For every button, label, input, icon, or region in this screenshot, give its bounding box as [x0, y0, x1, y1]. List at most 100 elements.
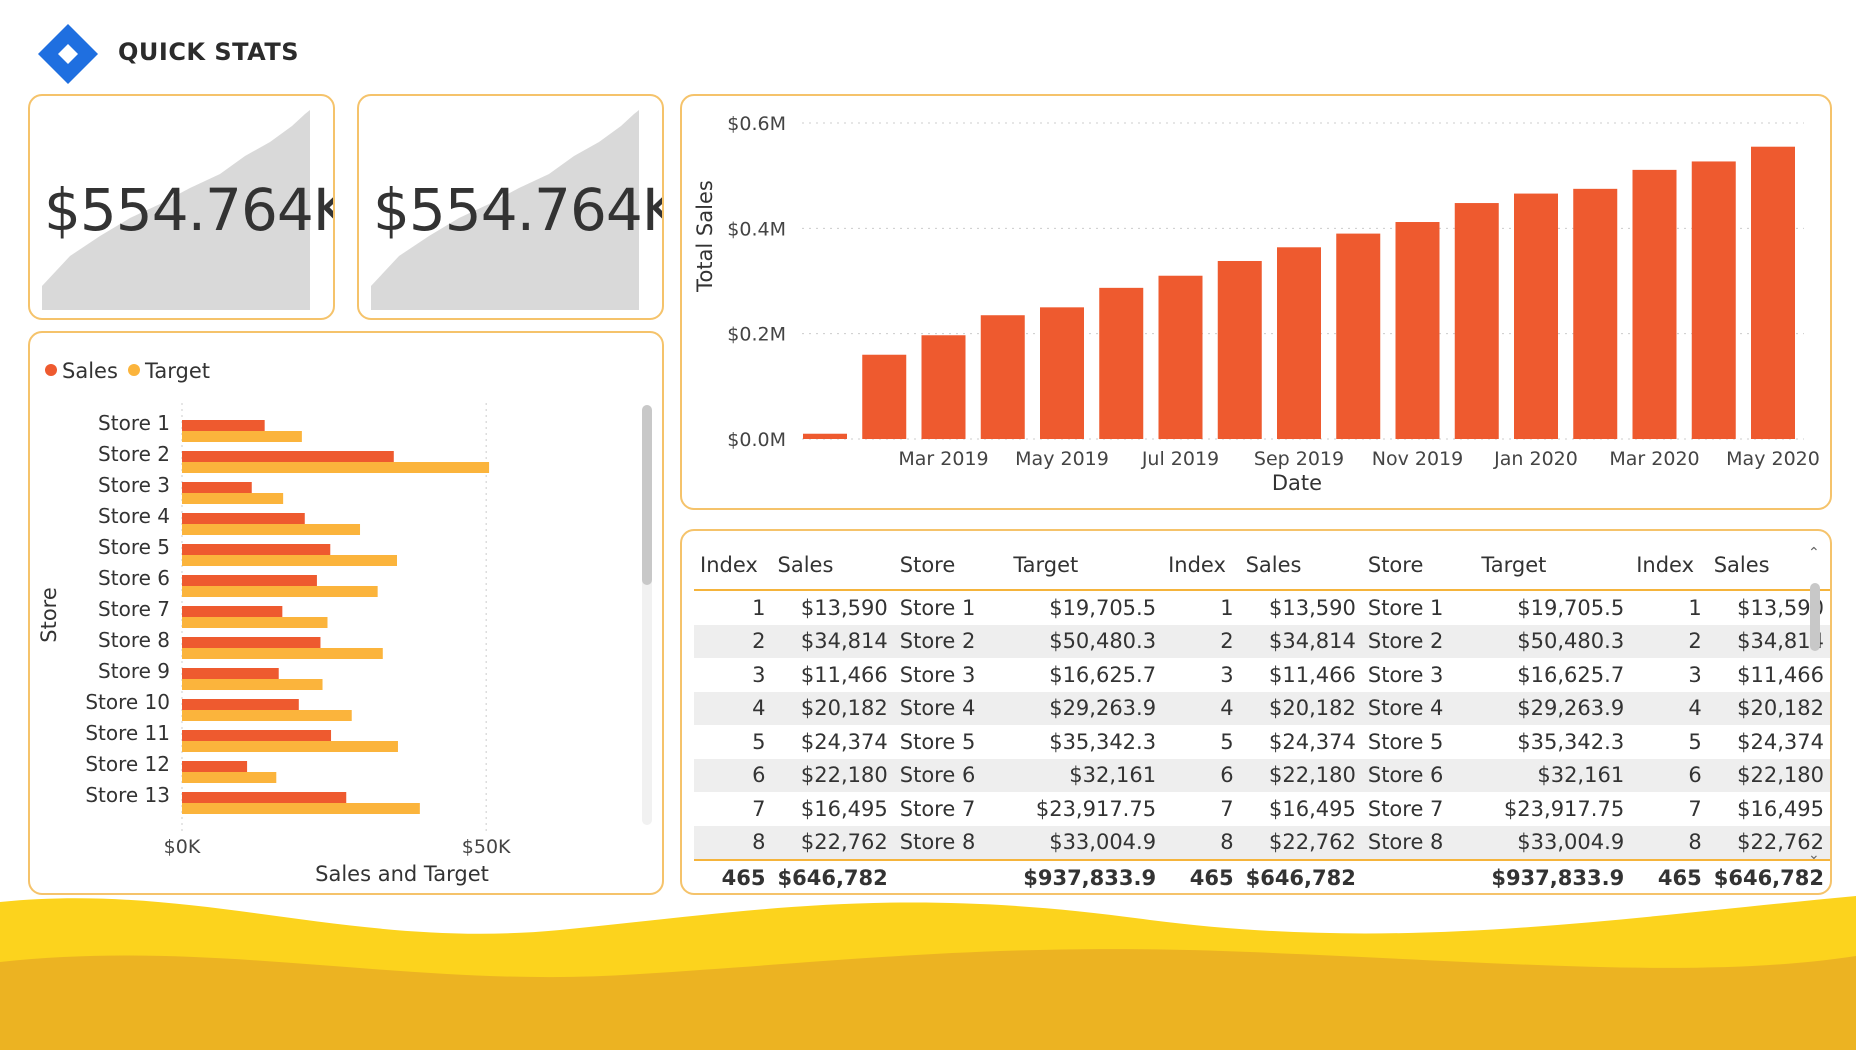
column-bar [1277, 247, 1321, 439]
table-cell: $29,263.9 [1007, 691, 1163, 725]
column-header[interactable]: Store [893, 541, 1008, 591]
table-cell: Store 6 [1361, 758, 1476, 792]
column-bar [1395, 222, 1440, 439]
table-cell: Store 5 [899, 729, 976, 754]
table-cell: $22,180 [1707, 758, 1830, 792]
y-tick-label: Store 11 [85, 721, 170, 745]
table-row[interactable]: 2 $34,814 Store 2 $50,480.3 2 $34,814 Store 2 $… [694, 624, 1830, 658]
table-cell: $13,590 [1737, 595, 1824, 620]
table-cell: $24,374 [800, 729, 888, 754]
table-cell: Store 7 [899, 796, 976, 821]
table-header-row: Index Sales Store Target Index Sales Store Targ… [694, 541, 1830, 591]
bar-target [182, 431, 302, 442]
bar-sales [182, 730, 332, 741]
column-header[interactable]: Target [1475, 541, 1631, 591]
y-tick-label: Store 12 [85, 752, 170, 776]
table-scrollbar-thumb[interactable] [1810, 583, 1820, 651]
y-tick-label: Store 2 [98, 442, 170, 466]
x-tick-label: May 2019 [1015, 448, 1109, 470]
y-tick-label: $0.4M [727, 218, 786, 240]
table-cell: Store 4 [893, 691, 1008, 725]
table-row[interactable]: 6 $22,180 Store 6 $32,161 6 $22,180 Store 6 $32… [694, 758, 1830, 792]
bar-sales [182, 668, 279, 679]
column-header[interactable]: Sales [771, 541, 894, 591]
table-row[interactable]: 8 $22,762 Store 8 $33,004.9 8 $22,762 Store 8 $… [694, 825, 1830, 860]
table-cell: 3 [1688, 662, 1702, 687]
table-row[interactable]: 5 $24,374 Store 5 $35,342.3 5 $24,374 Store 5 $… [694, 725, 1830, 759]
table-cell: 7 [1688, 796, 1702, 821]
column-bar [1040, 307, 1084, 439]
chart-scrollbar-track[interactable] [642, 405, 652, 825]
sales-table-card: Index Sales Store Target Index Sales Store Targ… [680, 529, 1832, 895]
y-tick-label: Store 13 [85, 783, 170, 807]
bar-target [182, 493, 284, 504]
table-cell: $33,004.9 [1007, 825, 1163, 860]
total-cell: 465 [1630, 859, 1708, 893]
table-cell: $11,466 [1737, 662, 1824, 687]
legend-sales-label: Sales [62, 359, 118, 383]
column-bar [1336, 233, 1381, 439]
bar-sales [182, 420, 265, 431]
table-cell: $23,917.75 [1503, 796, 1625, 821]
y-tick-label: Store 3 [98, 473, 170, 497]
bar-target [182, 648, 383, 659]
x-tick-label: $0K [164, 836, 201, 858]
x-axis-label: Date [1272, 471, 1322, 495]
kpi-card-target: $554.764K [357, 94, 664, 320]
table-cell: Store 8 [893, 825, 1008, 860]
column-header[interactable]: Index [1630, 541, 1708, 591]
table-cell: 2 [1630, 624, 1708, 658]
table-cell: $22,180 [1239, 758, 1362, 792]
y-tick-label: Store 9 [98, 659, 170, 683]
column-header[interactable]: Sales [1239, 541, 1362, 591]
table-cell: $11,466 [1269, 662, 1356, 687]
column-bar [1217, 260, 1262, 439]
y-tick-label: $0.2M [727, 324, 786, 346]
table-row[interactable]: 4 $20,182 Store 4 $29,263.9 4 $20,182 Store 4 $… [694, 691, 1830, 725]
bar-sales [182, 575, 317, 586]
table-cell: 1 [752, 595, 766, 620]
total-cell: 465 [694, 859, 772, 893]
table-cell: Store 2 [893, 624, 1008, 658]
table-cell: 5 [752, 729, 766, 754]
total-cell: $646,782 [771, 859, 894, 893]
total-cell: $646,782 [1707, 859, 1830, 893]
bar-target [182, 524, 361, 535]
chart-scrollbar-thumb[interactable] [642, 405, 652, 585]
table-row[interactable]: 7 $16,495 Store 7 $23,917.75 7 $16,495 Store 7… [694, 792, 1830, 826]
table-cell: Store 5 [1367, 729, 1444, 754]
x-tick-label: May 2020 [1726, 448, 1820, 470]
column-bar [921, 335, 966, 439]
table-cell: $50,480.3 [1475, 624, 1631, 658]
table-row[interactable]: 1 $13,590 Store 1 $19,705.5 1 $13,590 Store 1 $… [694, 590, 1830, 625]
kpi-card-sales: $554.764K [28, 94, 335, 320]
legend-target-label: Target [144, 359, 210, 383]
table-cell: $33,004.9 [1475, 825, 1631, 860]
table-row[interactable]: 3 $11,466 Store 3 $16,625.7 3 $11,466 Store 3 $… [694, 658, 1830, 692]
chevron-up-icon[interactable]: ⌃ [1808, 545, 1820, 561]
chevron-down-icon[interactable]: ⌄ [1808, 847, 1820, 863]
table-cell: $50,480.3 [1007, 624, 1163, 658]
y-tick-label: Store 5 [98, 535, 170, 559]
column-header[interactable]: Index [694, 541, 772, 591]
y-axis-label: Store [37, 587, 61, 643]
sparkline-area [371, 110, 639, 310]
table-cell: 8 [1162, 825, 1240, 860]
sales-table: Index Sales Store Target Index Sales Store Targ… [694, 541, 1830, 893]
table-cell: Store 3 [1367, 662, 1444, 687]
column-header[interactable]: Store [1361, 541, 1476, 591]
table-cell: Store 1 [899, 595, 976, 620]
column-header[interactable]: Index [1162, 541, 1240, 591]
column-bar [1573, 188, 1618, 439]
table-cell: 6 [694, 758, 772, 792]
column-header[interactable]: Sales [1707, 541, 1830, 591]
column-header[interactable]: Target [1007, 541, 1163, 591]
table-cell: $23,917.75 [1035, 796, 1157, 821]
x-tick-label: Mar 2020 [1609, 448, 1699, 470]
table-cell: $11,466 [800, 662, 888, 687]
y-tick-label: Store 10 [85, 690, 170, 714]
bar-target [182, 586, 378, 597]
table-cell: 1 [1220, 595, 1234, 620]
table-cell: Store 8 [1361, 825, 1476, 860]
legend-target-marker [128, 364, 140, 376]
